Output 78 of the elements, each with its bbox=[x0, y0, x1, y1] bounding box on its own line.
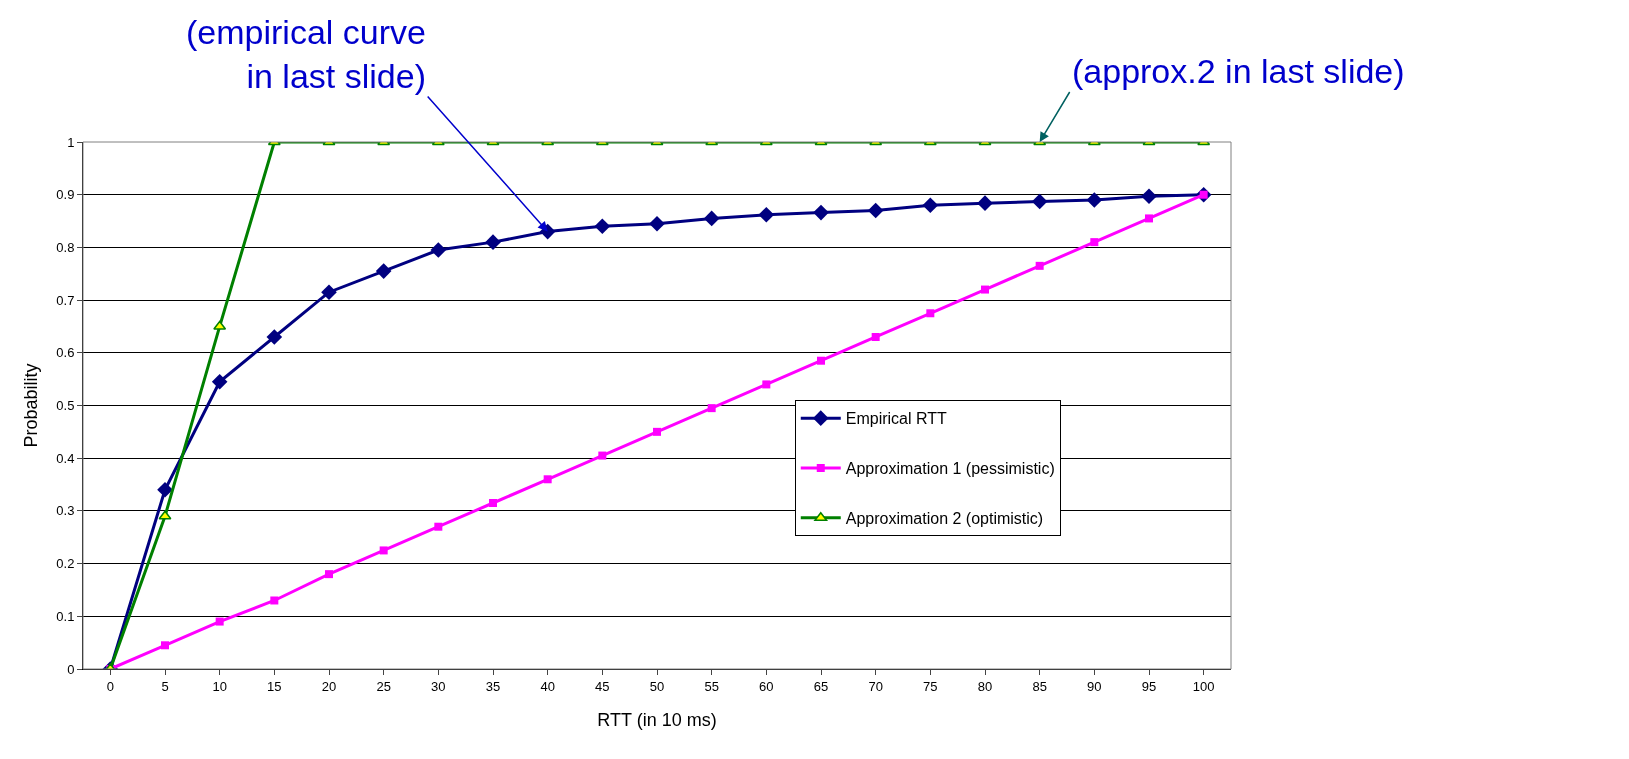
point bbox=[1090, 238, 1099, 247]
y-tick-label: 0.9 bbox=[56, 187, 75, 203]
x-tick-label: 70 bbox=[868, 678, 883, 694]
point bbox=[598, 451, 607, 460]
point bbox=[871, 332, 880, 341]
point bbox=[485, 234, 501, 250]
point bbox=[977, 195, 993, 211]
annotation: (empirical curve in last slide) bbox=[186, 13, 426, 96]
x-tick-label: 10 bbox=[212, 678, 227, 694]
y-tick-label: 0 bbox=[67, 661, 75, 677]
point bbox=[707, 404, 716, 413]
legend-label: Empirical RTT bbox=[845, 410, 948, 428]
annotation: (approx.2 in last slide) bbox=[1072, 52, 1405, 90]
x-tick-label: 20 bbox=[321, 678, 337, 694]
point bbox=[813, 204, 829, 221]
x-tick-label: 55 bbox=[704, 678, 719, 694]
point bbox=[434, 522, 443, 531]
x-tick-label: 90 bbox=[1087, 678, 1102, 694]
x-tick-label: 100 bbox=[1192, 678, 1215, 694]
point bbox=[1145, 214, 1153, 223]
x-axis-title: RTT (in 10 ms) bbox=[597, 709, 717, 730]
point bbox=[161, 641, 169, 650]
x-tick-label: 5 bbox=[161, 678, 169, 694]
x-tick-label: 15 bbox=[267, 678, 282, 694]
point bbox=[266, 329, 283, 345]
point bbox=[430, 242, 447, 258]
point bbox=[157, 482, 173, 498]
x-tick-label: 50 bbox=[649, 678, 665, 694]
point bbox=[758, 206, 775, 223]
y-axis-title: Probability bbox=[21, 363, 41, 448]
point bbox=[325, 570, 333, 579]
x-tick-label: 30 bbox=[431, 678, 446, 694]
point bbox=[762, 380, 771, 389]
legend-label: Approximation 2 (optimistic) bbox=[845, 509, 1044, 527]
x-tick-label: 45 bbox=[595, 678, 610, 694]
point bbox=[270, 596, 279, 605]
y-tick-label: 0.3 bbox=[56, 503, 75, 519]
x-tick-label: 65 bbox=[813, 678, 829, 694]
point bbox=[489, 499, 497, 507]
x-tick-label: 25 bbox=[376, 678, 391, 694]
y-tick-label: 0.6 bbox=[56, 345, 75, 361]
point bbox=[703, 210, 720, 227]
point bbox=[817, 356, 825, 365]
point bbox=[158, 510, 172, 520]
x-tick-label: 60 bbox=[759, 678, 774, 694]
y-tick-label: 0.7 bbox=[56, 292, 75, 308]
x-tick-label: 85 bbox=[1032, 678, 1047, 694]
point bbox=[1141, 188, 1157, 205]
y-tick-label: 1 bbox=[67, 134, 75, 150]
y-tick-label: 0.5 bbox=[56, 398, 75, 414]
point bbox=[926, 309, 935, 318]
point bbox=[211, 373, 228, 390]
point bbox=[379, 546, 388, 555]
x-tick-label: 35 bbox=[485, 678, 501, 694]
point bbox=[867, 202, 884, 219]
point bbox=[321, 284, 337, 300]
point bbox=[981, 285, 989, 294]
point bbox=[1031, 193, 1048, 210]
point bbox=[594, 218, 611, 235]
point bbox=[213, 320, 227, 330]
y-tick-label: 0.8 bbox=[56, 239, 75, 255]
x-tick-label: 0 bbox=[106, 678, 114, 694]
point bbox=[1086, 192, 1103, 208]
point bbox=[1035, 261, 1044, 270]
point bbox=[653, 427, 661, 436]
y-tick-label: 0.2 bbox=[56, 556, 75, 572]
x-tick-label: 75 bbox=[923, 678, 938, 694]
x-tick-label: 40 bbox=[540, 678, 555, 694]
point bbox=[375, 263, 392, 279]
y-tick-label: 0.1 bbox=[56, 608, 75, 624]
x-tick-label: 80 bbox=[977, 678, 993, 694]
point bbox=[922, 197, 939, 214]
y-tick-label: 0.4 bbox=[56, 450, 75, 466]
point bbox=[649, 215, 665, 232]
legend-label: Approximation 1 (pessimistic) bbox=[845, 460, 1055, 478]
x-tick-label: 95 bbox=[1141, 678, 1157, 694]
point bbox=[543, 475, 552, 484]
point bbox=[215, 617, 224, 626]
